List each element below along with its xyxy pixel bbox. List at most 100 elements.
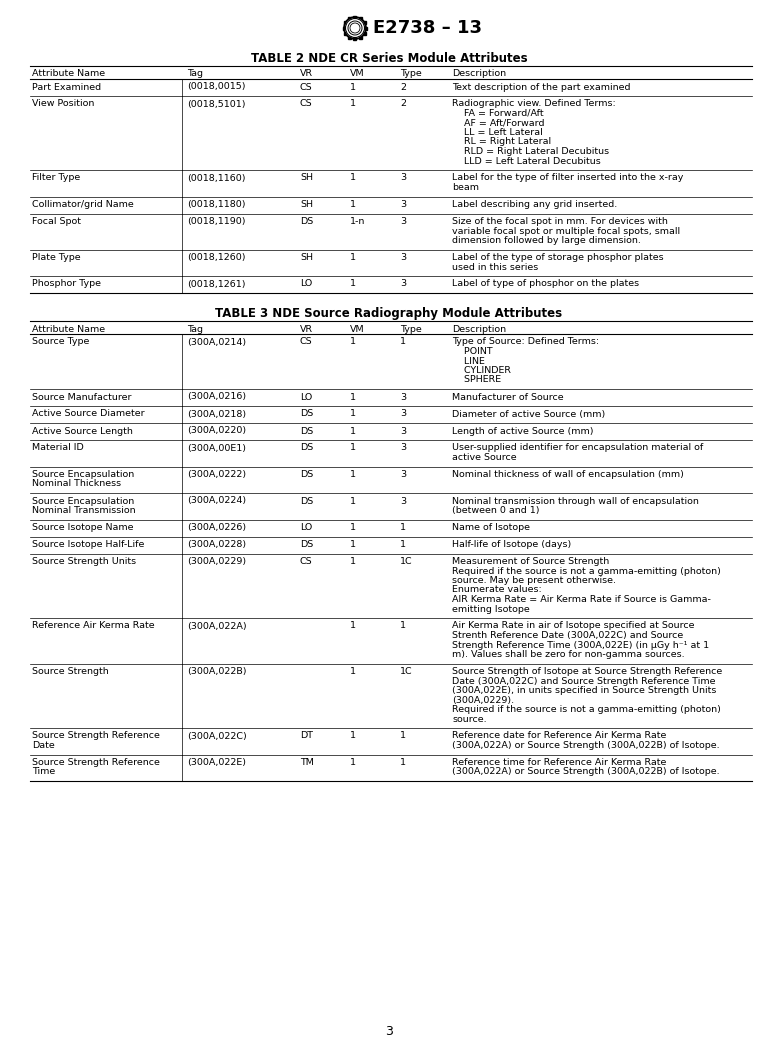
Bar (349, 18, 351, 21)
Text: AF = Aft/Forward: AF = Aft/Forward (452, 119, 545, 127)
Text: POINT: POINT (452, 347, 492, 356)
Text: Focal Spot: Focal Spot (32, 217, 81, 226)
Text: LLD = Left Lateral Decubitus: LLD = Left Lateral Decubitus (452, 156, 601, 166)
Text: Air Kerma Rate in air of Isotope specified at Source: Air Kerma Rate in air of Isotope specifi… (452, 621, 695, 631)
Text: Required if the source is not a gamma-emitting (photon): Required if the source is not a gamma-em… (452, 705, 721, 714)
Bar (345, 21, 348, 24)
Text: (300A,0218): (300A,0218) (187, 409, 246, 418)
Text: (0018,1190): (0018,1190) (187, 217, 246, 226)
Text: Source Type: Source Type (32, 337, 89, 347)
Text: SPHERE: SPHERE (452, 376, 501, 384)
Text: Source Strength Reference: Source Strength Reference (32, 758, 159, 767)
Text: 3: 3 (400, 174, 406, 182)
Text: Label for the type of filter inserted into the x-ray: Label for the type of filter inserted in… (452, 174, 683, 182)
Text: Source Strength of Isotope at Source Strength Reference: Source Strength of Isotope at Source Str… (452, 667, 722, 676)
Bar (353, 16, 356, 19)
Text: Tag: Tag (187, 70, 203, 78)
Text: (300A,022A): (300A,022A) (187, 621, 247, 631)
Text: CS: CS (300, 337, 313, 347)
Text: Text description of the part examined: Text description of the part examined (452, 82, 630, 92)
Text: LINE: LINE (452, 356, 485, 365)
Text: 1: 1 (350, 469, 356, 479)
Text: (0018,1261): (0018,1261) (187, 279, 246, 288)
Text: (300A,0214): (300A,0214) (187, 337, 246, 347)
Text: 1C: 1C (400, 557, 412, 566)
Text: 3: 3 (400, 200, 406, 209)
Bar (359, 35, 362, 39)
Text: DS: DS (300, 217, 314, 226)
Text: (0018,5101): (0018,5101) (187, 100, 246, 108)
Text: 1: 1 (350, 523, 356, 532)
Text: 1: 1 (400, 540, 406, 549)
Text: LO: LO (300, 392, 312, 402)
Text: SH: SH (300, 200, 313, 209)
Bar (353, 37, 356, 40)
Text: User-supplied identifier for encapsulation material of: User-supplied identifier for encapsulati… (452, 443, 703, 453)
Text: (300A,0226): (300A,0226) (187, 523, 246, 532)
Text: (300A,0229).: (300A,0229). (452, 695, 514, 705)
Text: DS: DS (300, 443, 314, 453)
Text: 1: 1 (350, 621, 356, 631)
Text: 1: 1 (350, 443, 356, 453)
Text: 1-n: 1-n (350, 217, 366, 226)
Text: DS: DS (300, 409, 314, 418)
Text: beam: beam (452, 183, 479, 192)
Text: 3: 3 (400, 469, 406, 479)
Text: Phosphor Type: Phosphor Type (32, 279, 101, 288)
Bar (363, 31, 366, 34)
Text: Date: Date (32, 741, 54, 750)
Text: Source Manufacturer: Source Manufacturer (32, 392, 131, 402)
Text: Type of Source: Defined Terms:: Type of Source: Defined Terms: (452, 337, 599, 347)
Text: E2738 – 13: E2738 – 13 (373, 19, 482, 37)
Text: Size of the focal spot in mm. For devices with: Size of the focal spot in mm. For device… (452, 217, 668, 226)
Text: FA = Forward/Aft: FA = Forward/Aft (452, 109, 544, 118)
Text: Active Source Diameter: Active Source Diameter (32, 409, 145, 418)
Text: Manufacturer of Source: Manufacturer of Source (452, 392, 563, 402)
Text: (300A,0229): (300A,0229) (187, 557, 246, 566)
Text: LO: LO (300, 523, 312, 532)
Text: (300A,022C): (300A,022C) (187, 732, 247, 740)
Text: dimension followed by large dimension.: dimension followed by large dimension. (452, 236, 641, 245)
Text: Strength Reference Time (300A,022E) (in μGy h⁻¹ at 1: Strength Reference Time (300A,022E) (in … (452, 640, 709, 650)
Text: DS: DS (300, 540, 314, 549)
Text: Enumerate values:: Enumerate values: (452, 585, 541, 594)
Text: (between 0 and 1): (between 0 and 1) (452, 506, 539, 515)
Text: VM: VM (350, 325, 365, 333)
Text: TM: TM (300, 758, 314, 767)
Text: Attribute Name: Attribute Name (32, 325, 105, 333)
Text: TABLE 3 NDE Source Radiography Module Attributes: TABLE 3 NDE Source Radiography Module At… (216, 307, 562, 320)
Text: 1: 1 (350, 497, 356, 506)
Text: CS: CS (300, 82, 313, 92)
Text: DS: DS (300, 427, 314, 435)
Text: Filter Type: Filter Type (32, 174, 80, 182)
Text: (0018,1160): (0018,1160) (187, 174, 246, 182)
Text: 1: 1 (350, 100, 356, 108)
Text: Label describing any grid inserted.: Label describing any grid inserted. (452, 200, 617, 209)
Bar (364, 26, 367, 29)
Bar (345, 31, 348, 34)
Text: (300A,0220): (300A,0220) (187, 427, 246, 435)
Text: Tag: Tag (187, 325, 203, 333)
Text: DS: DS (300, 497, 314, 506)
Text: Source Isotope Name: Source Isotope Name (32, 523, 134, 532)
Text: 1: 1 (400, 621, 406, 631)
Text: 3: 3 (385, 1025, 393, 1038)
Bar (349, 35, 351, 39)
Text: 1: 1 (400, 758, 406, 767)
Text: Nominal Thickness: Nominal Thickness (32, 480, 121, 488)
Text: 1: 1 (400, 523, 406, 532)
Text: 3: 3 (400, 409, 406, 418)
Text: Plate Type: Plate Type (32, 253, 81, 262)
Text: Reference time for Reference Air Kerma Rate: Reference time for Reference Air Kerma R… (452, 758, 667, 767)
Text: Source Encapsulation: Source Encapsulation (32, 497, 135, 506)
Text: LL = Left Lateral: LL = Left Lateral (452, 128, 543, 137)
Text: LO: LO (300, 279, 312, 288)
Text: 1: 1 (400, 732, 406, 740)
Text: View Position: View Position (32, 100, 94, 108)
Text: 3: 3 (400, 253, 406, 262)
Text: Time: Time (32, 767, 55, 777)
Text: Description: Description (452, 325, 506, 333)
Text: Source Strength Reference: Source Strength Reference (32, 732, 159, 740)
Text: RL = Right Lateral: RL = Right Lateral (452, 137, 551, 147)
Text: 1: 1 (350, 557, 356, 566)
